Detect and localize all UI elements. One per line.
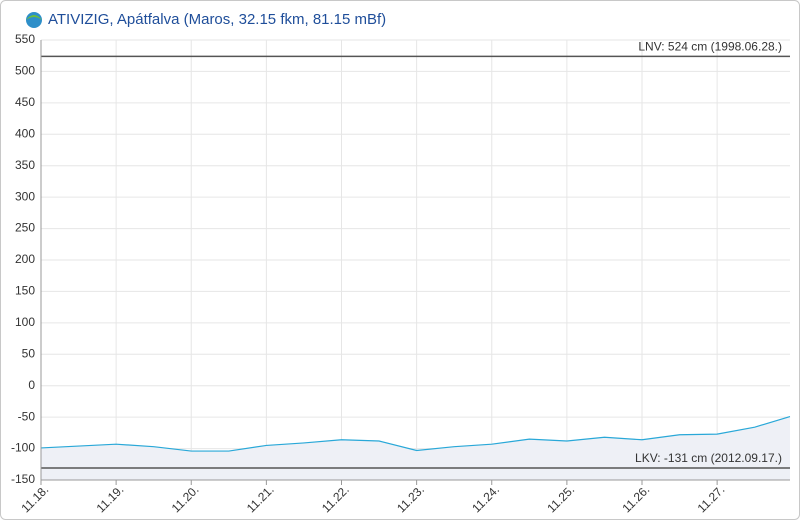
y-tick-label: 150 bbox=[15, 284, 35, 298]
y-tick-label: -100 bbox=[11, 441, 35, 455]
y-tick-label: 350 bbox=[15, 158, 35, 172]
chart-title: ATIVIZIG, Apátfalva (Maros, 32.15 fkm, 8… bbox=[48, 11, 386, 28]
y-tick-label: 200 bbox=[15, 252, 35, 266]
y-tick-label: -50 bbox=[18, 409, 36, 423]
logo bbox=[26, 12, 42, 28]
y-tick-label: 400 bbox=[15, 126, 35, 140]
y-tick-label: 250 bbox=[15, 221, 35, 235]
area-fill bbox=[41, 416, 790, 480]
y-tick-label: 500 bbox=[15, 64, 35, 78]
y-tick-label: 550 bbox=[15, 32, 35, 46]
reference-label: LKV: -131 cm (2012.09.17.) bbox=[635, 451, 782, 465]
reference-label: LNV: 524 cm (1998.06.28.) bbox=[638, 40, 782, 54]
y-tick-label: -150 bbox=[11, 472, 35, 486]
y-tick-label: 300 bbox=[15, 189, 35, 203]
data-line bbox=[40, 415, 791, 452]
y-tick-label: 100 bbox=[15, 315, 35, 329]
y-tick-label: 450 bbox=[15, 95, 35, 109]
y-tick-label: 50 bbox=[22, 346, 36, 360]
y-tick-label: 0 bbox=[28, 378, 35, 392]
